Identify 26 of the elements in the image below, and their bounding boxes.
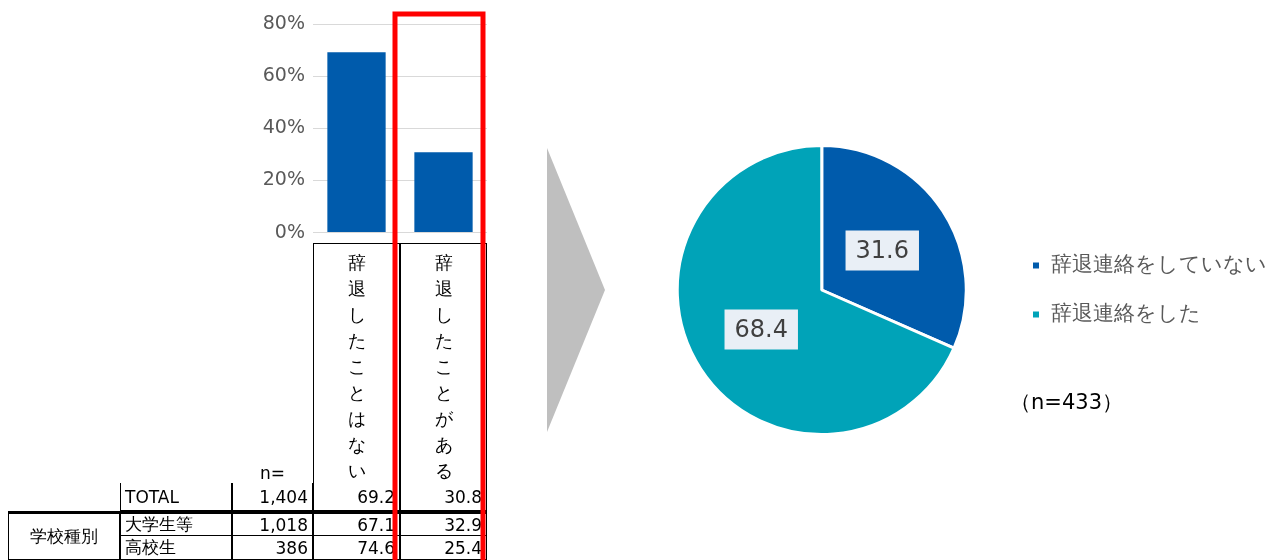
text: n= bbox=[259, 463, 286, 483]
text: 74.6 bbox=[357, 537, 395, 558]
data-label: 30.8 bbox=[444, 486, 482, 507]
y-tick-label: 60% bbox=[262, 63, 305, 86]
data-label: 69.2 bbox=[357, 486, 395, 507]
data-label: 68.4 bbox=[734, 314, 788, 343]
category-label: 辞退したことがある bbox=[434, 252, 453, 481]
legend-label: 辞退連絡をした bbox=[1051, 300, 1201, 325]
y-tick-label: 0% bbox=[274, 219, 305, 242]
text: 学校種別 bbox=[30, 525, 98, 548]
text: 大学生等 bbox=[125, 513, 193, 536]
text: 25.4 bbox=[444, 537, 482, 558]
text: 高校生 bbox=[125, 536, 176, 559]
y-tick-label: 20% bbox=[262, 167, 305, 190]
text: 67.1 bbox=[357, 514, 395, 535]
text: 1,404 bbox=[259, 486, 308, 507]
text: TOTAL bbox=[125, 486, 179, 507]
legend-label: 辞退連絡をしていない bbox=[1051, 251, 1267, 276]
data-label: 31.6 bbox=[855, 235, 909, 264]
text: （n=433） bbox=[1010, 389, 1123, 416]
y-tick-label: 40% bbox=[262, 115, 305, 138]
text: 1,018 bbox=[259, 514, 308, 535]
text: 32.9 bbox=[444, 514, 482, 535]
text: 386 bbox=[275, 537, 308, 558]
y-tick-label: 80% bbox=[262, 10, 305, 33]
category-label: 辞退したことはない bbox=[347, 252, 366, 481]
